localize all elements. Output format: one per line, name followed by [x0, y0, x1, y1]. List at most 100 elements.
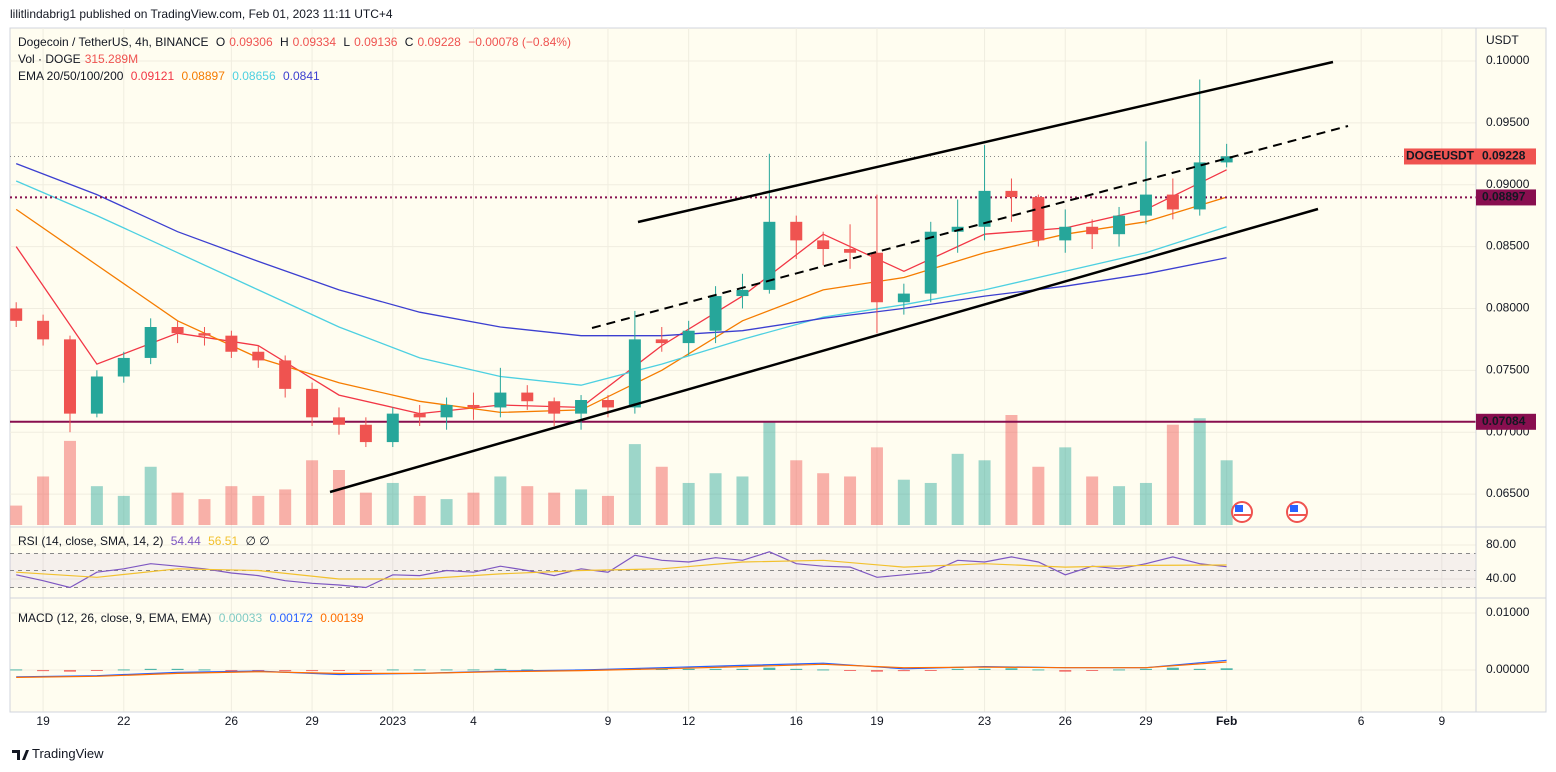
volume-bar	[978, 460, 991, 525]
candle-body	[575, 400, 588, 414]
volume-bar	[951, 453, 964, 525]
price-tag-bg	[1476, 413, 1536, 430]
volume-bar	[63, 440, 76, 525]
y-tick-label: 0.01000	[1486, 605, 1530, 619]
volume-bar	[575, 489, 588, 525]
macd-histogram-bar	[870, 669, 883, 672]
candle-body	[1139, 194, 1152, 216]
label: RSI (14, close, SMA, 14, 2)	[18, 534, 164, 548]
macd-histogram-bar	[817, 669, 830, 671]
candle-body	[601, 400, 614, 408]
volume-bar	[924, 482, 937, 525]
volume-bar	[10, 505, 23, 525]
candle-body	[736, 289, 749, 297]
value: 0.09334	[292, 35, 337, 49]
value: 0.09121	[130, 69, 175, 83]
volume-bar	[1005, 415, 1018, 525]
volume-bar	[682, 482, 695, 525]
macd-histogram-bar	[10, 669, 23, 671]
overlay: 19 22 26 29 2023 4 9 12 16 19 23 26 29 Feb 6 9 0.06500 0.…	[36, 53, 1536, 728]
indicator-line	[16, 661, 1227, 678]
macd-histogram-bar	[279, 669, 292, 672]
candle-body	[37, 320, 50, 340]
symbol-tag-bg	[1404, 148, 1476, 165]
volume-bar	[1113, 486, 1126, 525]
x-tick-label: 19	[36, 714, 50, 728]
macd-histogram-bar	[171, 668, 184, 670]
candle-body	[413, 413, 426, 418]
candle-body	[1005, 190, 1018, 198]
macd-histogram-bar	[359, 669, 372, 672]
macd-histogram-bar	[332, 669, 345, 671]
candle-body	[1032, 197, 1045, 241]
plot	[10, 79, 1476, 678]
label: C	[404, 35, 414, 49]
volume-bar	[494, 476, 507, 525]
candle-body	[1193, 162, 1206, 210]
y-tick-label: 40.00	[1486, 571, 1516, 585]
volume-bar	[37, 476, 50, 525]
candle-body	[897, 293, 910, 303]
macd-histogram-bar	[386, 669, 399, 671]
volume-bar	[1166, 424, 1179, 525]
candle-body	[709, 296, 722, 331]
macd-histogram-bar	[37, 669, 50, 672]
y-tick-label: 0.10000	[1486, 53, 1530, 67]
macd-histogram-bar	[1166, 667, 1179, 670]
price-tag: 0.09228	[1482, 149, 1526, 163]
label: EMA 20/50/100/200	[18, 69, 124, 83]
candle-body	[1113, 215, 1126, 235]
volume-bar	[817, 473, 830, 525]
x-tick-label: 29	[1139, 714, 1153, 728]
macd-histogram-bar	[978, 668, 991, 670]
volume-bar	[844, 476, 857, 525]
x-tick-label: 23	[978, 714, 992, 728]
candle-body	[790, 221, 803, 241]
macd-histogram-bar	[790, 668, 803, 670]
y-tick-label: 80.00	[1486, 537, 1516, 551]
macd-histogram-bar	[521, 669, 534, 671]
y-tick-label: 0.08500	[1486, 239, 1530, 253]
macd-histogram-bar	[413, 669, 426, 671]
candle-body	[817, 240, 830, 250]
volume-bar	[1139, 482, 1152, 525]
flag-icon	[1231, 501, 1253, 523]
candle-body	[521, 392, 534, 402]
ema-line	[15, 180, 1227, 386]
volume-bar	[870, 447, 883, 525]
value: 315.289M	[84, 52, 139, 66]
macd-histogram-bar	[117, 669, 130, 671]
label: O	[215, 35, 226, 49]
ema-line	[15, 162, 1227, 337]
candle-body	[171, 327, 184, 334]
value: 0.00139	[320, 611, 364, 625]
candle-body	[1166, 194, 1179, 210]
y-tick-label: 0.09000	[1486, 177, 1530, 191]
price-tag-bg	[1476, 148, 1536, 165]
x-tick-label: 19	[870, 714, 884, 728]
candle-body	[225, 335, 238, 352]
macd-histogram-bar	[1113, 669, 1126, 671]
ohlc-legend: Dogecoin / TetherUS, 4h, BINANCE O 0.0930…	[18, 35, 575, 49]
candle-body	[386, 413, 399, 443]
x-tick-label: Feb	[1216, 714, 1237, 728]
y-tick-label: 0.00000	[1486, 662, 1530, 676]
candle-body	[306, 388, 319, 418]
value: 0.09228	[417, 35, 461, 49]
label: MACD (12, 26, close, 9, EMA, EMA)	[18, 611, 212, 625]
price-tag: 0.07084	[1482, 414, 1526, 428]
candle-body	[252, 351, 265, 361]
volume-bar	[171, 492, 184, 525]
macd-histogram-bar	[924, 669, 937, 671]
macd-histogram-bar	[252, 669, 265, 671]
value: 0.09306	[229, 35, 273, 49]
candle-body	[1086, 226, 1099, 235]
macd-legend: MACD (12, 26, close, 9, EMA, EMA) 0.0003…	[18, 611, 368, 625]
macd-histogram-bar	[763, 667, 776, 670]
value: 56.51	[208, 534, 239, 548]
ema-line	[15, 196, 1227, 414]
macd-histogram-bar	[1059, 669, 1072, 672]
x-tick-label: 9	[1438, 714, 1445, 728]
macd-histogram-bar	[90, 669, 103, 671]
candle-body	[763, 221, 776, 290]
